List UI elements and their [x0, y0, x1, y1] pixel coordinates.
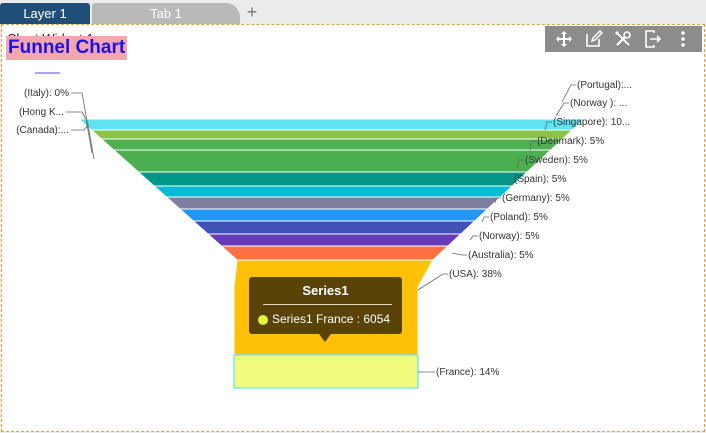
funnel-band[interactable] — [100, 138, 564, 151]
funnel-label: (Denmark): 5% — [537, 136, 604, 147]
tooltip-divider — [263, 304, 392, 305]
funnel-leader-line — [561, 84, 576, 103]
funnel-leader-line — [555, 102, 569, 117]
funnel-leader-line — [544, 121, 552, 131]
funnel-label: (Norway ): ... — [570, 98, 627, 109]
funnel-leader-line — [494, 197, 501, 204]
funnel-leader-line — [516, 159, 524, 169]
funnel-label: (Australia): 5% — [468, 250, 534, 261]
funnel-label: (Hong K... — [19, 107, 64, 118]
funnel-band[interactable] — [77, 118, 586, 131]
export-icon[interactable] — [642, 28, 664, 50]
tooltip-title: Series1 — [302, 283, 349, 298]
funnel-band[interactable] — [152, 185, 514, 198]
chart-tooltip: Series1 Series1 France : 6054 — [249, 277, 402, 342]
funnel-label: (Portugal):... — [577, 80, 632, 91]
funnel-band[interactable] — [178, 208, 489, 222]
funnel-band[interactable] — [112, 149, 553, 173]
funnel-leader-line — [469, 235, 478, 241]
funnel-leader-line — [507, 178, 513, 185]
funnel-label: (Canada):... — [16, 125, 69, 136]
move-icon[interactable] — [553, 28, 575, 50]
funnel-leader-line — [71, 92, 89, 128]
funnel-leader-line — [66, 111, 93, 154]
tab-layer-1[interactable]: Layer 1 — [0, 3, 90, 24]
funnel-band[interactable] — [137, 171, 529, 187]
funnel-band[interactable] — [165, 196, 502, 210]
funnel-band-france[interactable] — [233, 354, 419, 389]
funnel-label: (Germany): 5% — [502, 193, 570, 204]
chart-title: Funnel Chart — [6, 36, 128, 60]
tooltip-text: Series1 France : 6054 — [272, 312, 391, 326]
funnel-band[interactable] — [220, 245, 450, 261]
widget-toolbar — [545, 26, 702, 52]
tooltip-series-dot — [258, 315, 268, 325]
funnel-label: (Norway): 5% — [479, 231, 540, 242]
funnel-label: (Sweden): 5% — [525, 155, 588, 166]
funnel-leader-line — [71, 124, 95, 160]
settings-icon[interactable] — [612, 28, 634, 50]
funnel-leader-line — [529, 140, 536, 151]
funnel-leader-line — [417, 273, 448, 291]
tooltip-arrow — [319, 334, 331, 342]
funnel-band[interactable] — [90, 129, 574, 140]
add-tab-button[interactable]: + — [246, 2, 258, 22]
funnel-band[interactable] — [191, 220, 477, 235]
tab-bar: Layer 1 Tab 1 + — [0, 0, 706, 24]
funnel-leader-line — [451, 252, 467, 256]
funnel-label: (Poland): 5% — [490, 212, 548, 223]
funnel-label: (France): 14% — [436, 367, 499, 378]
tab-tab-1[interactable]: Tab 1 — [92, 3, 240, 24]
funnel-band[interactable] — [206, 233, 463, 247]
funnel-leader-line — [481, 216, 489, 223]
funnel-label: (Spain): 5% — [514, 174, 566, 185]
funnel-label: (Singapore): 10... — [553, 117, 630, 128]
funnel-label: (Italy): 0% — [24, 88, 69, 99]
edit-icon[interactable] — [583, 28, 605, 50]
funnel-label: (USA): 38% — [449, 269, 502, 280]
more-icon[interactable] — [672, 28, 694, 50]
